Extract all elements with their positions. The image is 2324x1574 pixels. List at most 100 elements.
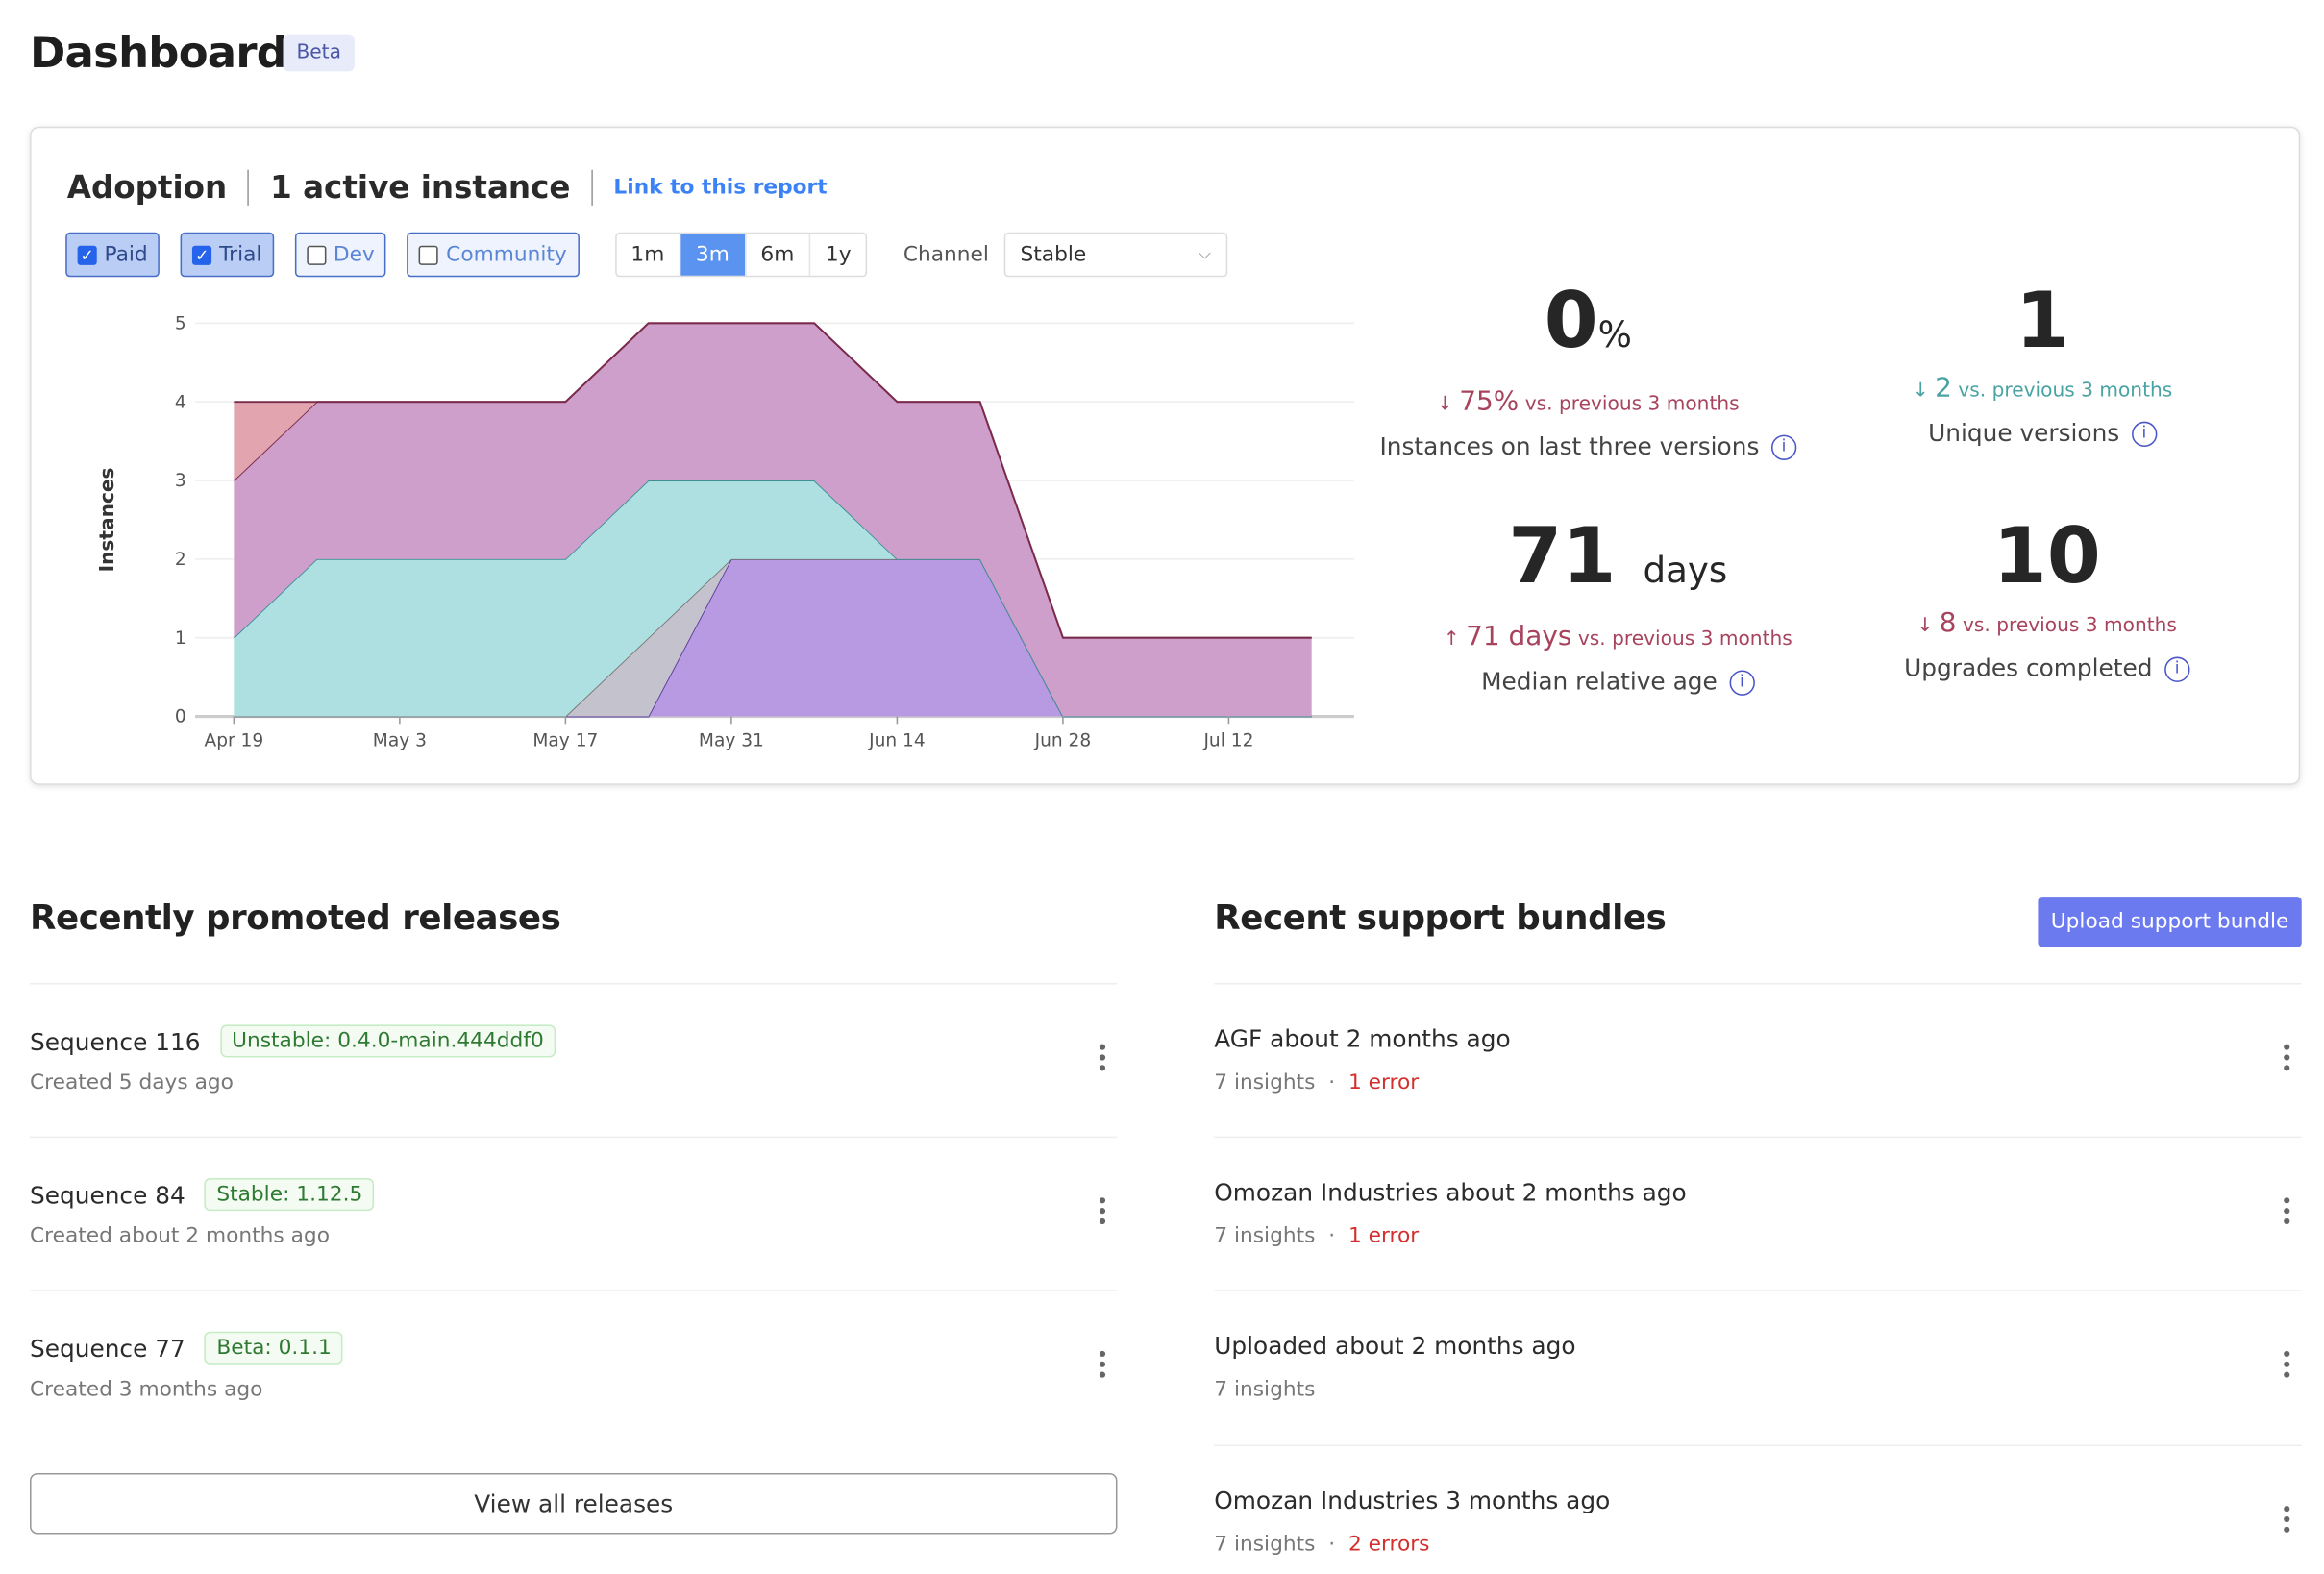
report-link[interactable]: Link to this report (613, 175, 828, 200)
arrow-down-icon: ↓ (1916, 615, 1934, 638)
stat-delta-text: vs. previous 3 months (1962, 615, 2177, 638)
stat-label: Median relative age (1481, 667, 1718, 696)
filter-label: Dev (333, 242, 375, 267)
range-3m[interactable]: 3m (680, 234, 746, 276)
release-row[interactable]: Sequence 116 Unstable: 0.4.0-main.444ddf0… (30, 982, 1118, 1137)
more-options-icon[interactable] (1099, 1350, 1106, 1378)
channel-badge: Beta: 0.1.1 (204, 1331, 344, 1365)
bundle-insights: 7 insights (1214, 1070, 1316, 1095)
filter-dev[interactable]: Dev (294, 232, 387, 278)
bundle-insights: 7 insights (1214, 1224, 1316, 1248)
range-selector: 1m 3m 6m 1y (614, 232, 868, 278)
bundle-errors: 2 errors (1347, 1532, 1430, 1557)
divider (591, 169, 593, 206)
line-series-2 (233, 480, 1312, 718)
bundle-row[interactable]: AGF about 2 months ago 7 insights · 1 er… (1214, 982, 2302, 1137)
release-row[interactable]: Sequence 77 Beta: 0.1.1 Created 3 months … (30, 1290, 1118, 1443)
stat-delta-text: vs. previous 3 months (1577, 628, 1792, 652)
bundle-name: Uploaded about 2 months ago (1214, 1331, 1576, 1361)
stat-unit: days (1643, 549, 1728, 592)
filter-paid[interactable]: ✓ Paid (65, 232, 161, 278)
checkbox-icon[interactable] (419, 244, 439, 265)
more-options-icon[interactable] (2284, 1197, 2290, 1225)
stat-label: Instances on last three versions (1379, 431, 1760, 460)
upload-support-bundle-button[interactable]: Upload support bundle (2038, 897, 2302, 947)
bundle-insights: 7 insights (1214, 1377, 1316, 1402)
y-tick-label: 0 (175, 707, 186, 727)
stat-value: 0 (1544, 277, 1598, 367)
bundle-errors: 1 error (1347, 1070, 1420, 1095)
area-series-2 (234, 480, 1312, 717)
checkbox-checked-icon[interactable]: ✓ (77, 244, 97, 265)
channel-value: Stable (1020, 242, 1087, 267)
view-all-releases-button[interactable]: View all releases (30, 1472, 1118, 1535)
x-tick-label: May 17 (532, 731, 598, 751)
more-options-icon[interactable] (2284, 1350, 2290, 1378)
adoption-chart: 0 1 2 3 4 5 Instances Apr 19 May 3 May 17 May 31 Ju… (95, 314, 1354, 751)
x-tick-label: May 3 (373, 731, 427, 751)
release-created: Created 3 months ago (30, 1377, 263, 1402)
bundles-title: Recent support bundles (1214, 899, 1667, 939)
adoption-title: Adoption (66, 169, 228, 206)
filter-label: Paid (104, 242, 148, 267)
stat-delta-text: vs. previous 3 months (1958, 380, 2173, 403)
line-series-4 (234, 322, 1312, 639)
arrow-down-icon: ↓ (1436, 393, 1453, 416)
filter-community[interactable]: Community (407, 232, 580, 278)
checkbox-checked-icon[interactable]: ✓ (192, 244, 212, 265)
release-name: Sequence 77 (30, 1334, 185, 1363)
more-options-icon[interactable] (1099, 1044, 1106, 1071)
chevron-down-icon: ⌵ (1198, 244, 1211, 264)
divider (247, 169, 250, 206)
page-title: Dashboard (30, 26, 287, 78)
x-tick-label: May 31 (699, 731, 764, 751)
stat-unique-versions: 1 ↓ 2 vs. previous 3 months Unique versi… (1819, 280, 2266, 447)
range-1m[interactable]: 1m (616, 234, 681, 276)
bundle-errors: 1 error (1347, 1224, 1420, 1248)
x-tick-label: Apr 19 (205, 731, 264, 751)
stat-median-age: 71 days ↑ 71 days vs. previous 3 months … (1395, 515, 1842, 696)
bundle-name: Omozan Industries 3 months ago (1214, 1486, 1611, 1515)
filter-label: Trial (219, 242, 262, 267)
area-series-3 (234, 323, 1312, 717)
channel-select[interactable]: Stable ⌵ (1003, 232, 1227, 278)
y-tick-label: 3 (175, 471, 186, 491)
info-icon[interactable]: i (2163, 656, 2190, 682)
filter-trial[interactable]: ✓ Trial (180, 232, 274, 278)
stat-unit: % (1597, 314, 1633, 357)
release-name: Sequence 116 (30, 1026, 201, 1056)
arrow-up-icon: ↑ (1443, 628, 1460, 652)
y-tick-label: 4 (175, 392, 186, 412)
stat-delta: 75% (1459, 385, 1520, 417)
bundle-name: AGF about 2 months ago (1214, 1024, 1511, 1053)
checkbox-icon[interactable] (306, 244, 327, 265)
stat-value: 71 (1508, 512, 1617, 603)
release-row[interactable]: Sequence 84 Stable: 1.12.5 Created about … (30, 1136, 1118, 1291)
range-6m[interactable]: 6m (746, 234, 811, 276)
stat-value: 10 (1992, 512, 2101, 603)
bundle-row[interactable]: Omozan Industries about 2 months ago 7 i… (1214, 1136, 2302, 1291)
arrow-down-icon: ↓ (1912, 380, 1929, 403)
adoption-card: Adoption 1 active instance Link to this … (30, 126, 2301, 785)
bundle-row[interactable]: Uploaded about 2 months ago 7 insights (1214, 1290, 2302, 1443)
bundle-insights: 7 insights (1214, 1532, 1316, 1557)
range-1y[interactable]: 1y (825, 242, 852, 267)
channel-badge: Unstable: 0.4.0-main.444ddf0 (219, 1024, 556, 1058)
release-created: Created 5 days ago (30, 1070, 234, 1095)
beta-badge: Beta (283, 34, 355, 72)
stat-delta: 8 (1939, 607, 1957, 639)
info-icon[interactable]: i (2131, 421, 2157, 447)
x-tick-label: Jun 14 (868, 731, 926, 751)
more-options-icon[interactable] (1099, 1197, 1106, 1225)
more-options-icon[interactable] (2284, 1044, 2290, 1071)
info-icon[interactable]: i (1770, 434, 1797, 460)
more-options-icon[interactable] (2284, 1506, 2290, 1533)
bundle-row[interactable]: Omozan Industries 3 months ago 7 insight… (1214, 1444, 2302, 1574)
active-instances: 1 active instance (270, 169, 571, 206)
y-tick-label: 5 (175, 314, 186, 334)
bundle-name: Omozan Industries about 2 months ago (1214, 1178, 1687, 1207)
stat-delta: 2 (1935, 372, 1952, 405)
info-icon[interactable]: i (1729, 670, 1755, 696)
channel-label: Channel (902, 242, 989, 267)
stat-label: Unique versions (1928, 418, 2120, 447)
